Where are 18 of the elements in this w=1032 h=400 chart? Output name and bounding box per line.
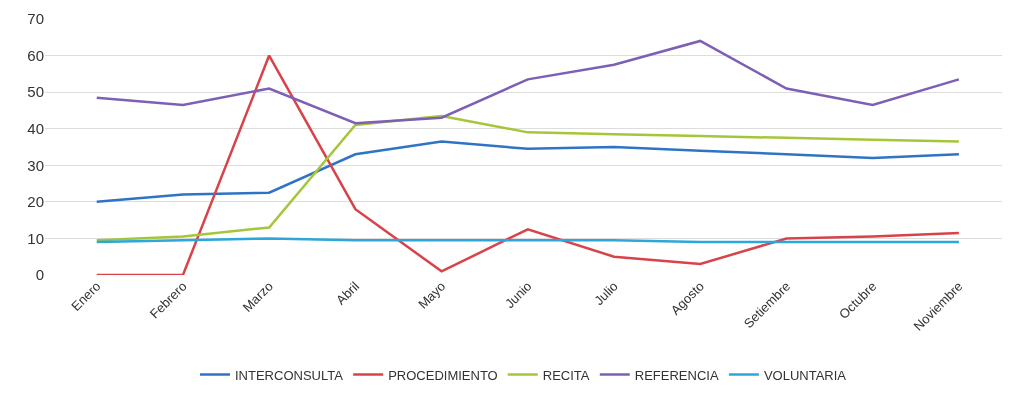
legend-label: VOLUNTARIA [763, 367, 847, 383]
x-tick-label: Julio [591, 278, 621, 309]
legend-label: REFERENCIA [634, 367, 719, 383]
legend-label: RECITA [542, 367, 590, 383]
legend-label: INTERCONSULTA [235, 367, 344, 383]
y-tick-label: 30 [27, 156, 44, 174]
line-series [95, 114, 961, 242]
y-tick-label: 20 [27, 193, 44, 211]
y-tick-label: 50 [27, 83, 44, 101]
legend-label: PROCEDIMIENTO [388, 367, 498, 383]
y-tick-label: 70 [27, 10, 44, 28]
line-series [95, 54, 961, 275]
y-tick-label: 10 [27, 229, 44, 247]
line-series [95, 140, 961, 204]
y-tick-label: 60 [27, 46, 44, 64]
y-tick-label: 40 [27, 119, 44, 137]
y-tick-label: 0 [35, 266, 44, 284]
line-series [95, 39, 961, 125]
